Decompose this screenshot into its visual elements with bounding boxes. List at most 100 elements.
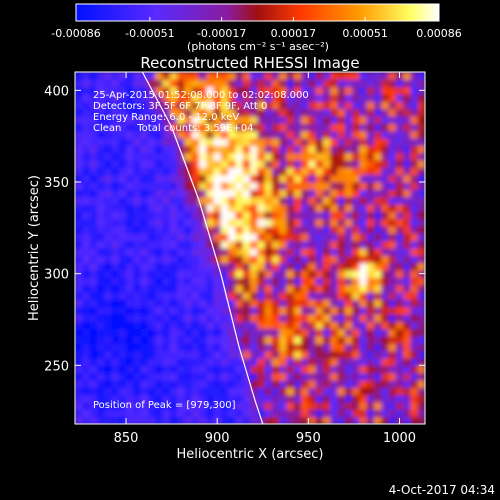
heatmap-cell <box>271 292 280 300</box>
heatmap-cell <box>140 299 149 308</box>
heatmap-cell <box>250 145 258 154</box>
heatmap-cell <box>359 160 368 168</box>
heatmap-cell <box>279 233 288 242</box>
heatmap-cell <box>315 299 324 308</box>
heatmap-cell <box>308 292 317 300</box>
heatmap-cell <box>147 226 156 234</box>
heatmap-cell <box>381 336 390 344</box>
heatmap-cell <box>169 255 178 264</box>
heatmap-cell <box>337 240 346 249</box>
annotation-detectors: Detectors: 3F 5F 6F 7F 8F 9F, Att 0 <box>93 101 267 112</box>
heatmap-cell <box>395 160 404 168</box>
heatmap-cell <box>220 86 229 95</box>
heatmap-cell <box>388 86 397 95</box>
heatmap-cell <box>250 262 258 271</box>
heatmap-cell <box>410 182 419 190</box>
heatmap-cell <box>257 394 266 403</box>
heatmap-cell <box>322 240 331 249</box>
heatmap-cell <box>308 387 317 396</box>
heatmap-cell <box>220 262 229 271</box>
heatmap-cell <box>250 72 258 80</box>
heatmap-cell <box>410 299 419 308</box>
heatmap-cell <box>315 262 324 271</box>
heatmap-cell <box>403 138 411 146</box>
heatmap-cell <box>403 79 411 88</box>
heatmap-cell <box>140 211 149 220</box>
heatmap-cell <box>403 160 411 168</box>
heatmap-cell <box>417 152 425 161</box>
heatmap-cell <box>184 211 193 220</box>
heatmap-cell <box>344 277 353 286</box>
heatmap-cell <box>417 233 425 242</box>
heatmap-cell <box>403 306 411 315</box>
heatmap-cell <box>264 292 273 300</box>
heatmap-cell <box>330 314 339 322</box>
heatmap-cell <box>126 380 134 388</box>
heatmap-cell <box>403 402 411 410</box>
heatmap-cell <box>352 108 360 117</box>
heatmap-cell <box>352 94 360 102</box>
heatmap-cell <box>250 387 258 396</box>
heatmap-cell <box>169 358 178 366</box>
heatmap-cell <box>322 174 331 183</box>
heatmap-cell <box>184 174 193 183</box>
heatmap-cell <box>403 204 411 212</box>
heatmap-cell <box>271 350 280 359</box>
heatmap-cell <box>374 321 382 330</box>
heatmap-cell <box>359 394 368 403</box>
heatmap-cell <box>104 387 113 396</box>
heatmap-cell <box>279 387 288 396</box>
heatmap-cell <box>366 174 375 183</box>
heatmap-cell <box>257 167 266 176</box>
heatmap-cell <box>366 358 375 366</box>
heatmap-cell <box>301 248 309 256</box>
heatmap-cell <box>271 328 280 337</box>
heatmap-cell <box>133 94 142 102</box>
heatmap-cell <box>388 277 397 286</box>
heatmap-cell <box>104 167 113 176</box>
heatmap-cell <box>352 387 360 396</box>
heatmap-cell <box>352 79 360 88</box>
heatmap-cell <box>111 108 120 117</box>
heatmap-cell <box>344 358 353 366</box>
heatmap-cell <box>213 248 222 256</box>
heatmap-cell <box>235 182 244 190</box>
colorbar-tick-label: -0.00051 <box>125 27 174 40</box>
heatmap-cell <box>126 72 134 80</box>
heatmap-cell <box>118 321 127 330</box>
heatmap-cell <box>147 130 156 139</box>
heatmap-cell <box>199 387 207 396</box>
heatmap-cell <box>271 372 280 381</box>
heatmap-cell <box>89 336 98 344</box>
heatmap-cell <box>140 196 149 205</box>
heatmap-cell <box>155 196 164 205</box>
heatmap-cell <box>111 145 120 154</box>
heatmap-cell <box>199 145 207 154</box>
heatmap-cell <box>169 409 178 418</box>
heatmap-cell <box>220 196 229 205</box>
heatmap-cell <box>330 108 339 117</box>
heatmap-cell <box>308 402 317 410</box>
heatmap-cell <box>169 380 178 388</box>
heatmap-cell <box>199 358 207 366</box>
heatmap-cell <box>140 284 149 293</box>
heatmap-cell <box>352 328 360 337</box>
heatmap-cell <box>337 270 346 278</box>
heatmap-cell <box>155 394 164 403</box>
heatmap-cell <box>242 255 251 264</box>
heatmap-cell <box>104 123 113 132</box>
heatmap-cell <box>191 372 200 381</box>
heatmap-cell <box>374 94 382 102</box>
heatmap-cell <box>155 152 164 161</box>
heatmap-cell <box>315 270 324 278</box>
heatmap-cell <box>89 123 98 132</box>
heatmap-cell <box>337 233 346 242</box>
heatmap-cell <box>315 248 324 256</box>
heatmap-cell <box>308 336 317 344</box>
heatmap-cell <box>213 174 222 183</box>
heatmap-cell <box>206 292 215 300</box>
heatmap-cell <box>359 343 368 352</box>
heatmap-cell <box>118 270 127 278</box>
heatmap-cell <box>147 387 156 396</box>
heatmap-cell <box>228 409 236 418</box>
